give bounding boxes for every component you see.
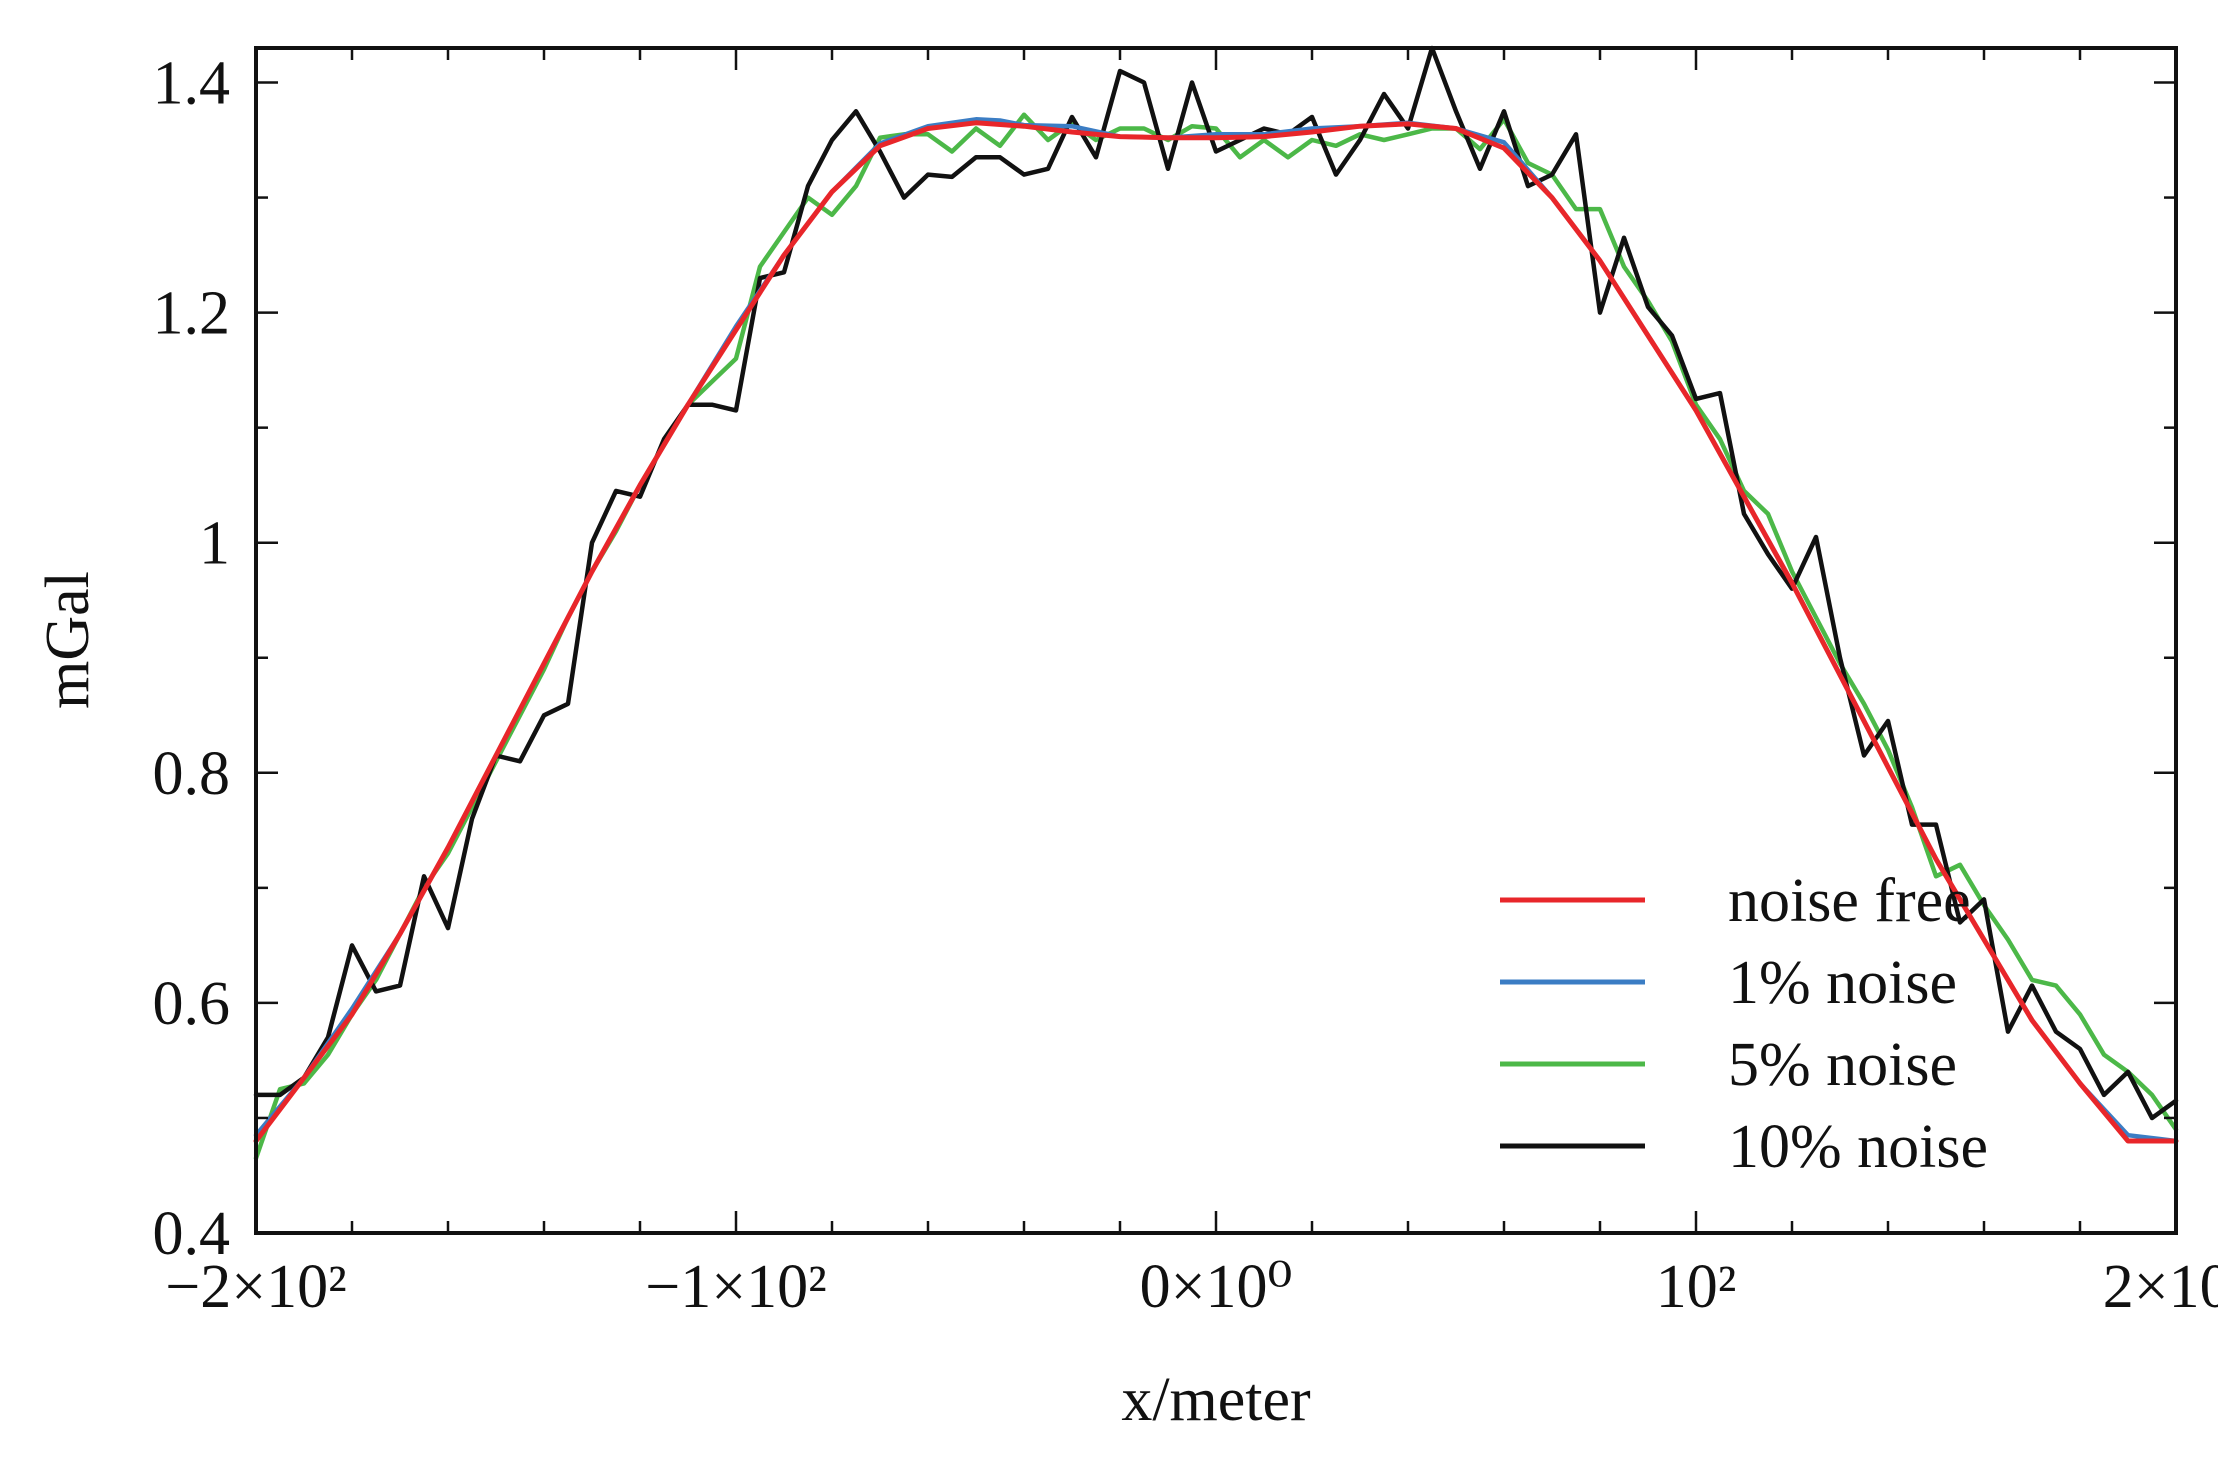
legend-label: 5% noise	[1728, 1031, 1957, 1099]
x-tick-label: −2×10²	[165, 1253, 347, 1321]
y-axis-title: mGal	[34, 571, 102, 709]
series-line-3	[253, 45, 2179, 1121]
x-tick-label: 2×10²	[2103, 1253, 2218, 1321]
series-layer	[253, 45, 2179, 1161]
y-tick-label: 0.4	[153, 1200, 231, 1268]
legend-label: 10% noise	[1728, 1113, 1988, 1181]
legend: noise free 1% noise 5% noise 10% noise	[1500, 867, 1988, 1181]
y-tick-label: 1	[199, 510, 230, 578]
x-axis-title: x/meter	[1121, 1366, 1311, 1434]
plot-frame	[254, 46, 2178, 1235]
y-tick-label: 1.2	[153, 280, 231, 348]
y-tick-label: 0.8	[153, 740, 231, 808]
y-tick-label: 0.6	[153, 970, 231, 1038]
legend-label: noise free	[1728, 867, 1971, 935]
x-tick-label: −1×10²	[645, 1253, 827, 1321]
series-line-0	[253, 120, 2179, 1144]
y-tick-labels: 0.4 0.6 0.8 1 1.2 1.4	[153, 50, 231, 1268]
x-tick-labels: −2×10² −1×10² 0×10⁰ 10² 2×10²	[165, 1253, 2218, 1321]
y-tick-label: 1.4	[153, 50, 231, 118]
x-tick-label: 0×10⁰	[1140, 1253, 1293, 1321]
x-tick-label: 10²	[1656, 1253, 1737, 1321]
legend-label: 1% noise	[1728, 949, 1957, 1017]
